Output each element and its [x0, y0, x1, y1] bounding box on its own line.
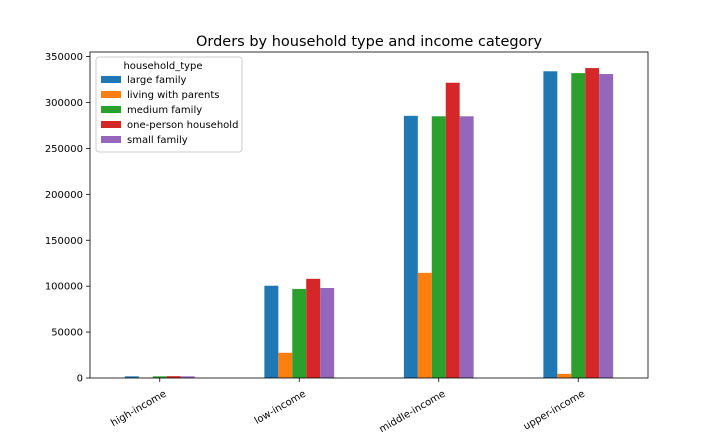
bar-medium-family-middle-income: [431, 116, 446, 378]
bar-large-family-low-income: [264, 285, 279, 378]
bar-living-with-parents-upper-income: [557, 373, 572, 378]
bar-small-family-middle-income: [459, 116, 474, 378]
bar-medium-family-upper-income: [571, 73, 586, 379]
chart-title: Orders by household type and income cate…: [196, 34, 543, 50]
y-tick-label: 200000: [45, 190, 83, 201]
legend-swatch: [101, 136, 121, 143]
legend-box: [95, 56, 243, 153]
y-tick-label: 50000: [51, 328, 83, 339]
legend-label: living with parents: [127, 90, 220, 101]
legend-swatch: [101, 106, 121, 113]
y-tick-label: 0: [77, 374, 83, 385]
bar-medium-family-low-income: [292, 288, 307, 378]
bar-large-family-upper-income: [543, 71, 558, 378]
legend-label: large family: [127, 75, 186, 86]
y-tick-label: 350000: [45, 52, 83, 63]
legend-label: small family: [127, 135, 188, 146]
bar-small-family-upper-income: [599, 74, 614, 378]
bar-large-family-high-income: [124, 376, 139, 378]
x-tick-label: low-income: [253, 389, 308, 427]
bar-one-person-household-middle-income: [445, 82, 460, 378]
x-tick-label: upper-income: [522, 389, 587, 432]
plot-area: 0 50000 100000 150000 200000 250000 300000 3500…: [45, 51, 649, 432]
bar-living-with-parents-middle-income: [417, 272, 432, 378]
bar-large-family-middle-income: [403, 115, 418, 378]
legend-title: household_type: [123, 61, 202, 72]
bar-one-person-household-high-income: [166, 376, 181, 378]
bar-living-with-parents-low-income: [278, 352, 293, 378]
legend-swatch: [101, 91, 121, 98]
bar-medium-family-high-income: [152, 376, 167, 378]
bar-small-family-low-income: [320, 288, 335, 378]
bar-one-person-household-upper-income: [585, 68, 600, 378]
legend-swatch: [101, 76, 121, 83]
bar-small-family-high-income: [180, 376, 195, 378]
y-tick-label: 250000: [45, 144, 83, 155]
legend-label: medium family: [127, 105, 202, 116]
bar-one-person-household-low-income: [306, 278, 321, 378]
x-tick-label: high-income: [109, 389, 168, 430]
y-tick-label: 300000: [45, 98, 83, 109]
legend-swatch: [101, 121, 121, 128]
y-tick-label: 150000: [45, 236, 83, 247]
x-tick-label: middle-income: [378, 389, 448, 432]
y-tick-label: 100000: [45, 282, 83, 293]
legend-label: one-person household: [127, 120, 238, 131]
axes-frame: [89, 51, 649, 379]
